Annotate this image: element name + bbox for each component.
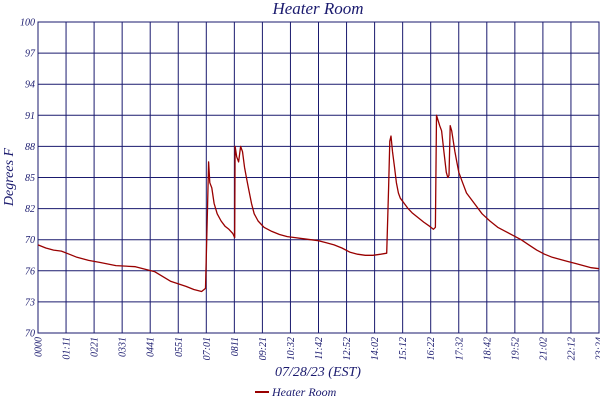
x-tick-label: 0221 — [90, 337, 101, 357]
y-tick-label: 85 — [25, 173, 35, 184]
x-tick-label: 19:52 — [510, 337, 521, 360]
x-tick-label: 14:02 — [370, 337, 381, 360]
y-axis-ticks: 70 73 76 70 82 85 88 91 94 97 100 — [20, 18, 36, 340]
y-tick-label: 76 — [25, 266, 35, 277]
y-axis-label: Degrees F — [2, 147, 17, 207]
x-axis-ticks: 0000 01:11 0221 0331 0441 0551 07:01 0811 09:21 1… — [34, 337, 600, 360]
x-tick-label: 0811 — [230, 337, 241, 356]
x-axis-label: 07/28/23 (EST) — [275, 365, 361, 380]
x-tick-label: 0551 — [174, 337, 185, 357]
x-tick-label: 18:42 — [482, 337, 493, 360]
y-tick-label: 97 — [25, 49, 36, 60]
x-tick-label: 11:42 — [314, 337, 325, 360]
y-tick-label: 70 — [25, 329, 35, 340]
y-tick-label: 88 — [25, 142, 35, 153]
x-tick-label: 21:02 — [538, 337, 549, 360]
x-tick-label: 16:22 — [426, 337, 437, 360]
legend-label: Heater Room — [271, 385, 337, 399]
x-tick-label: 23:24 — [595, 337, 600, 360]
y-tick-label: 100 — [20, 18, 35, 29]
grid — [37, 21, 600, 334]
legend: Heater Room — [255, 385, 337, 399]
x-tick-label: 0441 — [146, 337, 157, 357]
y-tick-label: 73 — [25, 297, 35, 308]
x-tick-label: 01:11 — [62, 337, 73, 360]
x-tick-label: 22:12 — [566, 337, 577, 360]
x-tick-label: 0000 — [34, 337, 45, 357]
series-group — [37, 114, 600, 293]
series-line-heater-room — [37, 114, 600, 293]
y-tick-label: 82 — [25, 204, 35, 215]
y-tick-label: 94 — [25, 80, 35, 91]
x-tick-label: 0331 — [118, 337, 129, 357]
x-tick-label: 10:32 — [286, 337, 297, 360]
x-tick-label: 12:52 — [342, 337, 353, 360]
y-tick-label: 91 — [25, 111, 35, 122]
x-tick-label: 17:32 — [454, 337, 465, 360]
x-tick-label: 07:01 — [202, 337, 213, 360]
chart-title: Heater Room — [271, 0, 363, 18]
x-tick-label: 15:12 — [398, 337, 409, 360]
x-tick-label: 09:21 — [258, 337, 269, 360]
y-tick-label: 70 — [25, 235, 35, 246]
